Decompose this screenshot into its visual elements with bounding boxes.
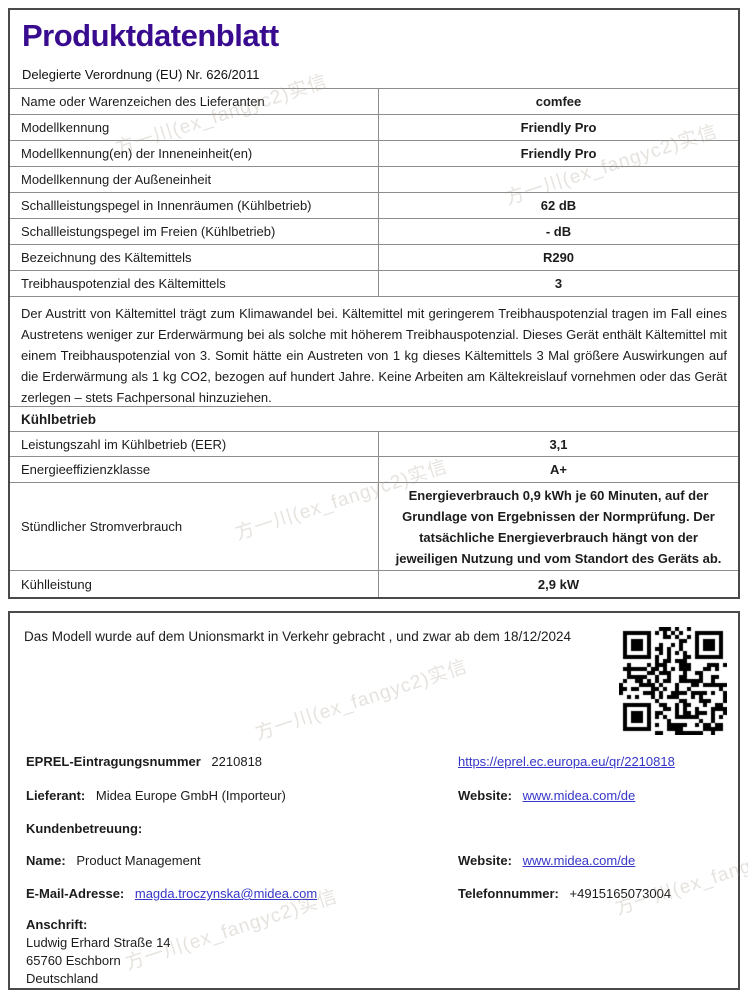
regulation-subtitle: Delegierte Verordnung (EU) Nr. 626/2011	[22, 67, 260, 82]
spec-value: Friendly Pro	[378, 141, 738, 166]
contact-name-label: Name:	[26, 853, 66, 868]
supplier-value: Midea Europe GmbH (Importeur)	[95, 788, 286, 803]
table-row: Treibhauspotenzial des Kältemittels 3	[10, 270, 738, 296]
phone-row: Telefonnummer: +4915165073004	[458, 886, 671, 901]
spec-value: Friendly Pro	[378, 115, 738, 140]
website-row-2: Website: www.midea.com/de	[458, 853, 635, 868]
spec-label: Modellkennung(en) der Inneneinheit(en)	[21, 146, 253, 161]
eprel-label: EPREL-Eintragungsnummer	[26, 754, 201, 769]
phone-value: +4915165073004	[569, 886, 672, 901]
table-row: Modellkennung der Außeneinheit	[10, 166, 738, 192]
spec-value	[378, 167, 738, 192]
email-link[interactable]: magda.troczynska@midea.com	[134, 886, 318, 901]
table-row: Name oder Warenzeichen des Lieferanten c…	[10, 88, 738, 114]
spec-value: comfee	[378, 89, 738, 114]
table-row: Schallleistungspegel in Innenräumen (Küh…	[10, 192, 738, 218]
supplier-row: Lieferant: Midea Europe GmbH (Importeur)	[26, 788, 286, 803]
contact-name-value: Product Management	[76, 853, 201, 868]
eprel-link[interactable]: https://eprel.ec.europa.eu/qr/2210818	[458, 754, 675, 769]
spec-value: 62 dB	[378, 193, 738, 218]
spec-label: Modellkennung	[21, 120, 110, 135]
website-label: Website:	[458, 853, 512, 868]
website-link[interactable]: www.midea.com/de	[522, 853, 636, 868]
spec-value: R290	[378, 245, 738, 270]
spec-value: 3	[378, 271, 738, 296]
qr-code	[619, 627, 727, 735]
website-link[interactable]: www.midea.com/de	[522, 788, 636, 803]
email-row: E-Mail-Adresse: magda.troczynska@midea.c…	[26, 886, 317, 901]
spec-label: Leistungszahl im Kühlbetrieb (EER)	[21, 436, 227, 452]
contact-name-row: Name: Product Management	[26, 853, 201, 868]
spec-label: Schallleistungspegel in Innenräumen (Küh…	[21, 198, 312, 213]
table-row: Leistungszahl im Kühlbetrieb (EER) 3,1	[10, 431, 738, 456]
table-row: Modellkennung(en) der Inneneinheit(en) F…	[10, 140, 738, 166]
website-label: Website:	[458, 788, 512, 803]
spec-label: Kühlleistung	[21, 576, 92, 592]
page-title: Produktdatenblatt	[22, 18, 279, 53]
table-row: Stündlicher Stromverbrauch Energieverbra…	[10, 482, 738, 570]
address-line: Deutschland	[26, 971, 99, 986]
email-label: E-Mail-Adresse:	[26, 886, 125, 901]
spec-label: Name oder Warenzeichen des Lieferanten	[21, 94, 265, 109]
spec-value: - dB	[378, 219, 738, 244]
website-row: Website: www.midea.com/de	[458, 788, 635, 803]
market-statement: Das Modell wurde auf dem Unionsmarkt in …	[24, 629, 572, 644]
customer-care-row: Kundenbetreuung:	[26, 821, 142, 836]
table-row: Bezeichnung des Kältemittels R290	[10, 244, 738, 270]
table-row: Schallleistungspegel im Freien (Kühlbetr…	[10, 218, 738, 244]
refrigerant-note: Der Austritt von Kältemittel trägt zum K…	[10, 296, 738, 406]
section-header-cooling: Kühlbetrieb	[10, 406, 738, 431]
eprel-row: EPREL-Eintragungsnummer 2210818	[26, 754, 262, 769]
spec-value: 3,1	[378, 432, 738, 456]
spec-label: Schallleistungspegel im Freien (Kühlbetr…	[21, 224, 276, 239]
table-row: Kühlleistung 2,9 kW	[10, 570, 738, 597]
spec-label: Treibhauspotenzial des Kältemittels	[21, 276, 226, 291]
table-row: Modellkennung Friendly Pro	[10, 114, 738, 140]
customer-care-label: Kundenbetreuung:	[26, 821, 143, 836]
address-label: Anschrift:	[26, 917, 88, 932]
spec-value: A+	[378, 457, 738, 482]
spec-table: Produktdatenblatt Delegierte Verordnung …	[8, 8, 740, 599]
title-block: Produktdatenblatt Delegierte Verordnung …	[10, 10, 738, 88]
table-row: Energieeffizienzklasse A+	[10, 456, 738, 482]
spec-value: 2,9 kW	[378, 571, 738, 597]
address-line: 65760 Eschborn	[26, 953, 121, 968]
address-line: Ludwig Erhard Straße 14	[26, 935, 171, 950]
spec-label: Bezeichnung des Kältemittels	[21, 250, 192, 265]
spec-label: Modellkennung der Außeneinheit	[21, 172, 212, 187]
spec-label: Stündlicher Stromverbrauch	[21, 519, 183, 534]
spec-value: Energieverbrauch 0,9 kWh je 60 Minuten, …	[378, 483, 738, 570]
supplier-label: Lieferant:	[26, 788, 86, 803]
phone-label: Telefonnummer:	[458, 886, 559, 901]
eprel-number: 2210818	[211, 754, 263, 769]
market-info-box: Das Modell wurde auf dem Unionsmarkt in …	[8, 611, 740, 990]
spec-label: Energieeffizienzklasse	[21, 462, 151, 477]
